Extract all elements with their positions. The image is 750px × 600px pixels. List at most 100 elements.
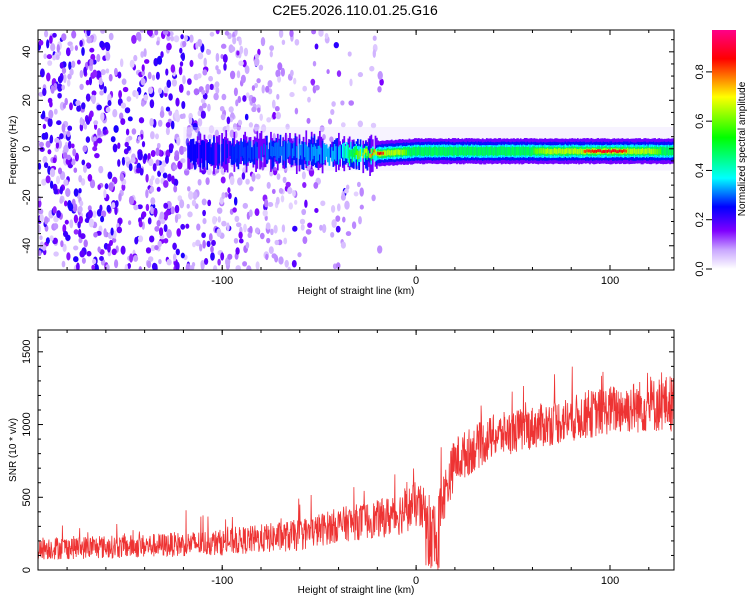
signal-band-cell [268,142,271,160]
noise-speckle [114,206,118,216]
spectrogram-x-axis-label: Height of straight line (km) [298,286,415,297]
noise-speckle [157,119,163,127]
noise-speckle [66,252,71,261]
signal-band-cell [215,136,218,166]
signal-band-cell [446,147,449,156]
signal-band-cell [323,143,325,164]
signal-band-cell [494,146,496,156]
noise-speckle [175,97,180,107]
signal-band-cell [295,146,298,158]
signal-band-cell [556,149,559,155]
signal-band-cell [355,150,358,156]
noise-speckle [265,253,269,261]
noise-speckle [184,34,188,42]
signal-band-cell [300,145,302,156]
noise-speckle [119,58,124,68]
noise-speckle [254,227,260,234]
noise-speckle [314,207,319,214]
signal-band-cell [452,147,454,156]
noise-speckle [83,164,87,173]
noise-speckle [300,224,305,231]
noise-speckle [267,80,273,88]
noise-speckle [326,69,330,75]
noise-speckle [213,92,219,101]
noise-speckle [78,174,83,183]
signal-band-cell [637,148,640,154]
noise-speckle [236,70,241,79]
signal-band-cell [548,148,551,155]
noise-speckle [151,74,156,81]
signal-band-cell [480,146,483,156]
noise-speckle [44,216,49,225]
signal-band-cell [309,139,312,161]
signal-band-cell [639,148,642,155]
signal-band-cell [290,143,293,166]
noise-speckle [289,92,295,98]
noise-speckle [42,87,47,97]
signal-band-cell [378,152,381,156]
noise-speckle [330,204,336,213]
noise-speckle [314,84,320,91]
signal-band-cell [513,147,515,156]
noise-speckle [92,210,97,218]
noise-speckle [39,213,44,223]
signal-band-cell [574,148,576,154]
noise-speckle [100,215,105,223]
signal-band-cell [618,149,621,153]
noise-speckle [251,106,257,113]
noise-speckle [79,200,84,207]
signal-band-cell [384,150,386,156]
snr-x-ticks: -100 0 100 [66,330,650,587]
noise-speckle [49,235,54,242]
snr-y-tick-label: 500 [21,488,33,506]
noise-speckle [119,112,124,120]
noise-speckle [52,54,57,61]
noise-speckle [273,224,278,234]
noise-speckle [45,140,51,148]
noise-speckle [294,107,299,115]
noise-speckle [41,132,47,140]
noise-speckle [172,253,177,262]
noise-speckle [266,237,271,244]
noise-speckle [76,262,80,270]
noise-speckle [118,90,123,99]
noise-speckle [50,85,55,94]
signal-band-cell [591,149,594,153]
noise-speckle [149,186,155,193]
noise-speckle [39,147,45,152]
noise-speckle [102,129,107,136]
signal-band-cell [433,147,435,156]
noise-speckle [351,221,357,230]
noise-speckle [359,187,364,197]
noise-speckle [158,87,163,94]
noise-speckle [38,208,44,215]
signal-band-cell [343,146,346,159]
noise-speckle [91,264,96,270]
noise-speckle [235,247,240,255]
noise-speckle [150,150,156,157]
noise-speckle [288,202,294,210]
noise-speckle [168,110,173,116]
noise-speckle [359,204,364,210]
signal-band-cell [266,145,268,160]
signal-band-cell [373,150,376,153]
signal-band-cell [540,148,542,154]
signal-band-cell [567,148,570,154]
noise-speckle [122,86,129,93]
noise-speckle [176,228,181,237]
noise-speckle [268,246,274,254]
noise-speckle [57,83,63,92]
noise-speckle [145,173,149,183]
signal-band-cell [342,143,344,158]
signal-band-cell [473,147,476,156]
signal-band-cell [428,146,431,156]
noise-speckle [340,241,346,249]
signal-band-cell [278,140,280,159]
noise-speckle [227,253,233,260]
noise-speckle [56,44,60,53]
signal-band-cell [281,146,283,156]
noise-speckle [79,70,84,78]
noise-speckle [55,141,60,149]
noise-speckle [100,112,105,122]
noise-speckle [201,102,207,109]
